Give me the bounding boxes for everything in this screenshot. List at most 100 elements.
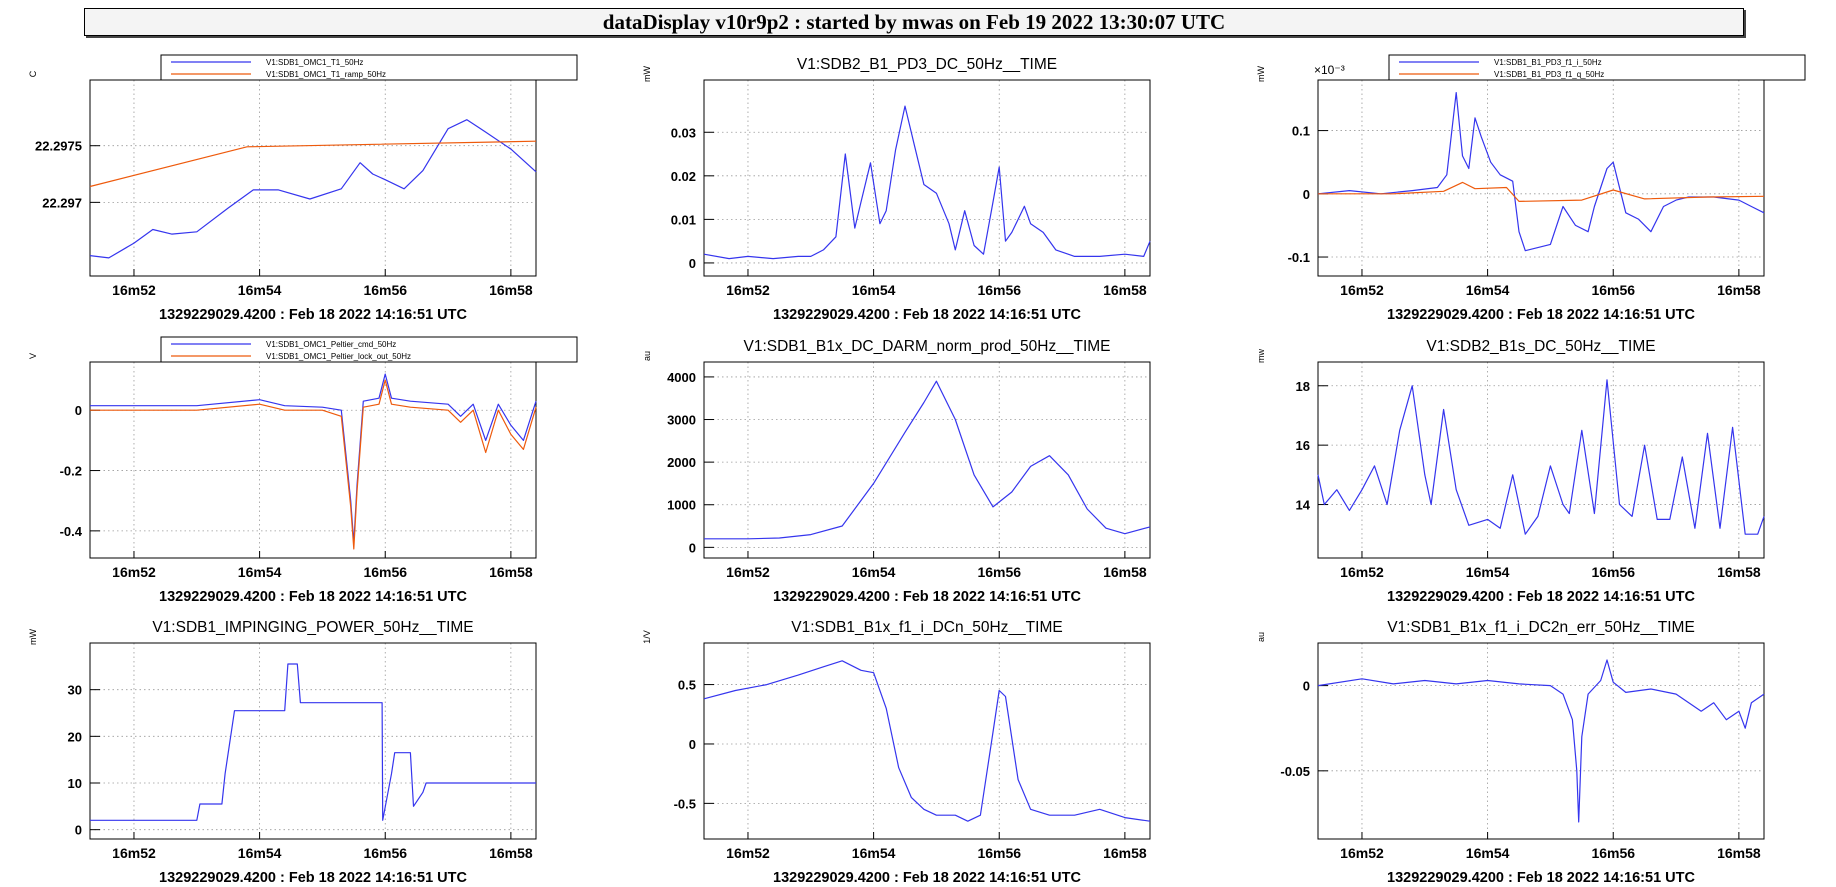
x-tick-label: 16m58 <box>1103 564 1147 580</box>
y-tick-label: 0 <box>689 737 696 752</box>
y-tick-label: 0 <box>75 823 82 838</box>
plot-frame <box>703 79 1151 277</box>
plot-2: 16m52 16m54 16m56 16m58 0 0.01 0.02 0.03 mW V1:SD… <box>642 56 1151 323</box>
y-tick-label: -0.5 <box>674 796 696 811</box>
x-tick-label: 16m52 <box>726 282 770 298</box>
legend-entry: V1:SDB1_OMC1_Peltier_lock_out_50Hz <box>266 352 411 361</box>
plot-3: 16m52 16m54 16m56 16m58 -0.1 0 0.1 mW ×10⁻³ V1:SD… <box>1256 54 1806 323</box>
y-axis-unit: au <box>642 351 652 361</box>
x-tick-label: 16m56 <box>1591 564 1635 580</box>
y-tick-label: 0 <box>75 403 82 418</box>
x-tick-label: 16m54 <box>238 845 282 861</box>
x-tick-label: 16m52 <box>726 845 770 861</box>
x-tick-label: 16m54 <box>238 282 282 298</box>
plot-frame <box>1317 361 1765 559</box>
plot-title: V1:SDB2_B1s_DC_50Hz__TIME <box>1426 338 1655 355</box>
plot-time-label: 1329229029.4200 : Feb 18 2022 14:16:51 U… <box>1387 307 1695 323</box>
plot-9: 16m52 16m54 16m56 16m58 -0.05 0 au V1:SDB1_B1x_… <box>1256 619 1765 886</box>
x-tick-label: 16m52 <box>112 845 156 861</box>
display-title-banner: dataDisplay v10r9p2 : started by mwas on… <box>84 8 1744 36</box>
legend-box <box>1388 54 1806 81</box>
series-line-1 <box>1317 379 1765 535</box>
y-tick-label: 0.1 <box>1292 124 1310 139</box>
plot-1: 16m52 16m54 16m56 16m58 22.2975 22.297 C V1:SDB… <box>28 54 578 323</box>
y-tick-label: -0.05 <box>1280 764 1310 779</box>
x-tick-label: 16m56 <box>977 564 1021 580</box>
y-axis-unit: V <box>28 353 38 359</box>
series-line-2 <box>1318 181 1765 202</box>
legend-entry: V1:SDB1_OMC1_T1_50Hz <box>266 58 363 67</box>
x-tick-label: 16m52 <box>1340 845 1384 861</box>
y-tick-label: -0.4 <box>60 524 83 539</box>
plot-title: V1:SDB1_B1x_f1_i_DCn_50Hz__TIME <box>791 619 1062 636</box>
y-tick-label: -0.1 <box>1288 250 1310 265</box>
x-tick-label: 16m56 <box>1591 845 1635 861</box>
x-tick-label: 16m56 <box>977 845 1021 861</box>
plot-title: V1:SDB1_IMPINGING_POWER_50Hz__TIME <box>152 619 473 636</box>
y-axis-unit: 1/V <box>642 630 652 644</box>
y-axis-unit: mW <box>642 66 652 82</box>
y-axis-unit: au <box>1256 632 1266 642</box>
series-line-2 <box>90 379 537 550</box>
plot-5: 16m52 16m54 16m56 16m58 0 1000 2000 3000 4000 au V… <box>642 338 1151 605</box>
y-axis-unit: C <box>28 70 38 77</box>
plot-time-label: 1329229029.4200 : Feb 18 2022 14:16:51 U… <box>773 307 1081 323</box>
x-tick-label: 16m58 <box>1103 845 1147 861</box>
x-tick-label: 16m52 <box>1340 564 1384 580</box>
x-tick-label: 16m58 <box>1717 564 1761 580</box>
y-tick-label: 16 <box>1296 438 1310 453</box>
y-tick-label: 4000 <box>667 370 696 385</box>
y-tick-label: 14 <box>1296 498 1311 513</box>
x-tick-label: 16m54 <box>238 564 282 580</box>
y-tick-label: 0 <box>689 540 696 555</box>
plot-time-label: 1329229029.4200 : Feb 18 2022 14:16:51 U… <box>773 870 1081 886</box>
y-axis-unit: mW <box>1256 66 1266 82</box>
plot-frame <box>703 642 1151 840</box>
x-tick-label: 16m56 <box>1591 282 1635 298</box>
y-axis-unit: mW <box>28 629 38 645</box>
legend-entry: V1:SDB1_OMC1_T1_ramp_50Hz <box>266 70 386 79</box>
plot-title: V1:SDB2_B1_PD3_DC_50Hz__TIME <box>797 56 1057 73</box>
plot-time-label: 1329229029.4200 : Feb 18 2022 14:16:51 U… <box>773 589 1081 605</box>
plot-title: V1:SDB1_B1x_f1_i_DC2n_err_50Hz__TIME <box>1387 619 1695 636</box>
plot-7: 16m52 16m54 16m56 16m58 0 10 20 30 mW V1:SDB1_IMP… <box>28 619 537 886</box>
plot-time-label: 1329229029.4200 : Feb 18 2022 14:16:51 U… <box>159 870 467 886</box>
plot-time-label: 1329229029.4200 : Feb 18 2022 14:16:51 U… <box>159 589 467 605</box>
y-tick-label: 0.01 <box>671 212 696 227</box>
plot-frame <box>703 361 1151 559</box>
series-line-1 <box>703 660 1151 822</box>
x-tick-label: 16m58 <box>489 845 533 861</box>
x-tick-label: 16m54 <box>1466 282 1510 298</box>
x-tick-label: 16m56 <box>977 282 1021 298</box>
y-tick-label: 18 <box>1296 379 1310 394</box>
x-tick-label: 16m58 <box>489 564 533 580</box>
plot-time-label: 1329229029.4200 : Feb 18 2022 14:16:51 U… <box>159 307 467 323</box>
x-tick-label: 16m54 <box>852 564 896 580</box>
series-line-1 <box>1317 659 1765 823</box>
y-tick-label: 0 <box>689 256 696 271</box>
x-tick-label: 16m52 <box>112 564 156 580</box>
x-tick-label: 16m52 <box>112 282 156 298</box>
y-tick-label: 0 <box>1303 679 1310 694</box>
y-axis-exponent: ×10⁻³ <box>1314 63 1345 77</box>
x-tick-label: 16m58 <box>489 282 533 298</box>
y-tick-label: 0.03 <box>671 125 696 140</box>
y-axis-unit: mw <box>1256 349 1266 363</box>
y-tick-label: 10 <box>68 776 82 791</box>
y-tick-label: 0 <box>1303 187 1310 202</box>
legend-entry: V1:SDB1_B1_PD3_f1_i_50Hz <box>1494 58 1602 67</box>
legend-box <box>160 336 578 363</box>
plot-8: 16m52 16m54 16m56 16m58 -0.5 0 0.5 1/V V1:SDB1_B… <box>642 619 1151 886</box>
x-tick-label: 16m54 <box>1466 564 1510 580</box>
x-tick-label: 16m54 <box>1466 845 1510 861</box>
plot-frame <box>89 642 537 840</box>
y-tick-label: 20 <box>68 729 82 744</box>
plot-time-label: 1329229029.4200 : Feb 18 2022 14:16:51 U… <box>1387 589 1695 605</box>
y-tick-label: 1000 <box>667 498 696 513</box>
y-tick-label: 3000 <box>667 413 696 428</box>
plot-title: V1:SDB1_B1x_DC_DARM_norm_prod_50Hz__TIME <box>744 338 1111 355</box>
series-line-2 <box>89 140 537 188</box>
legend-entry: V1:SDB1_B1_PD3_f1_q_50Hz <box>1494 70 1604 79</box>
legend-box <box>160 54 578 81</box>
plot-time-label: 1329229029.4200 : Feb 18 2022 14:16:51 U… <box>1387 870 1695 886</box>
